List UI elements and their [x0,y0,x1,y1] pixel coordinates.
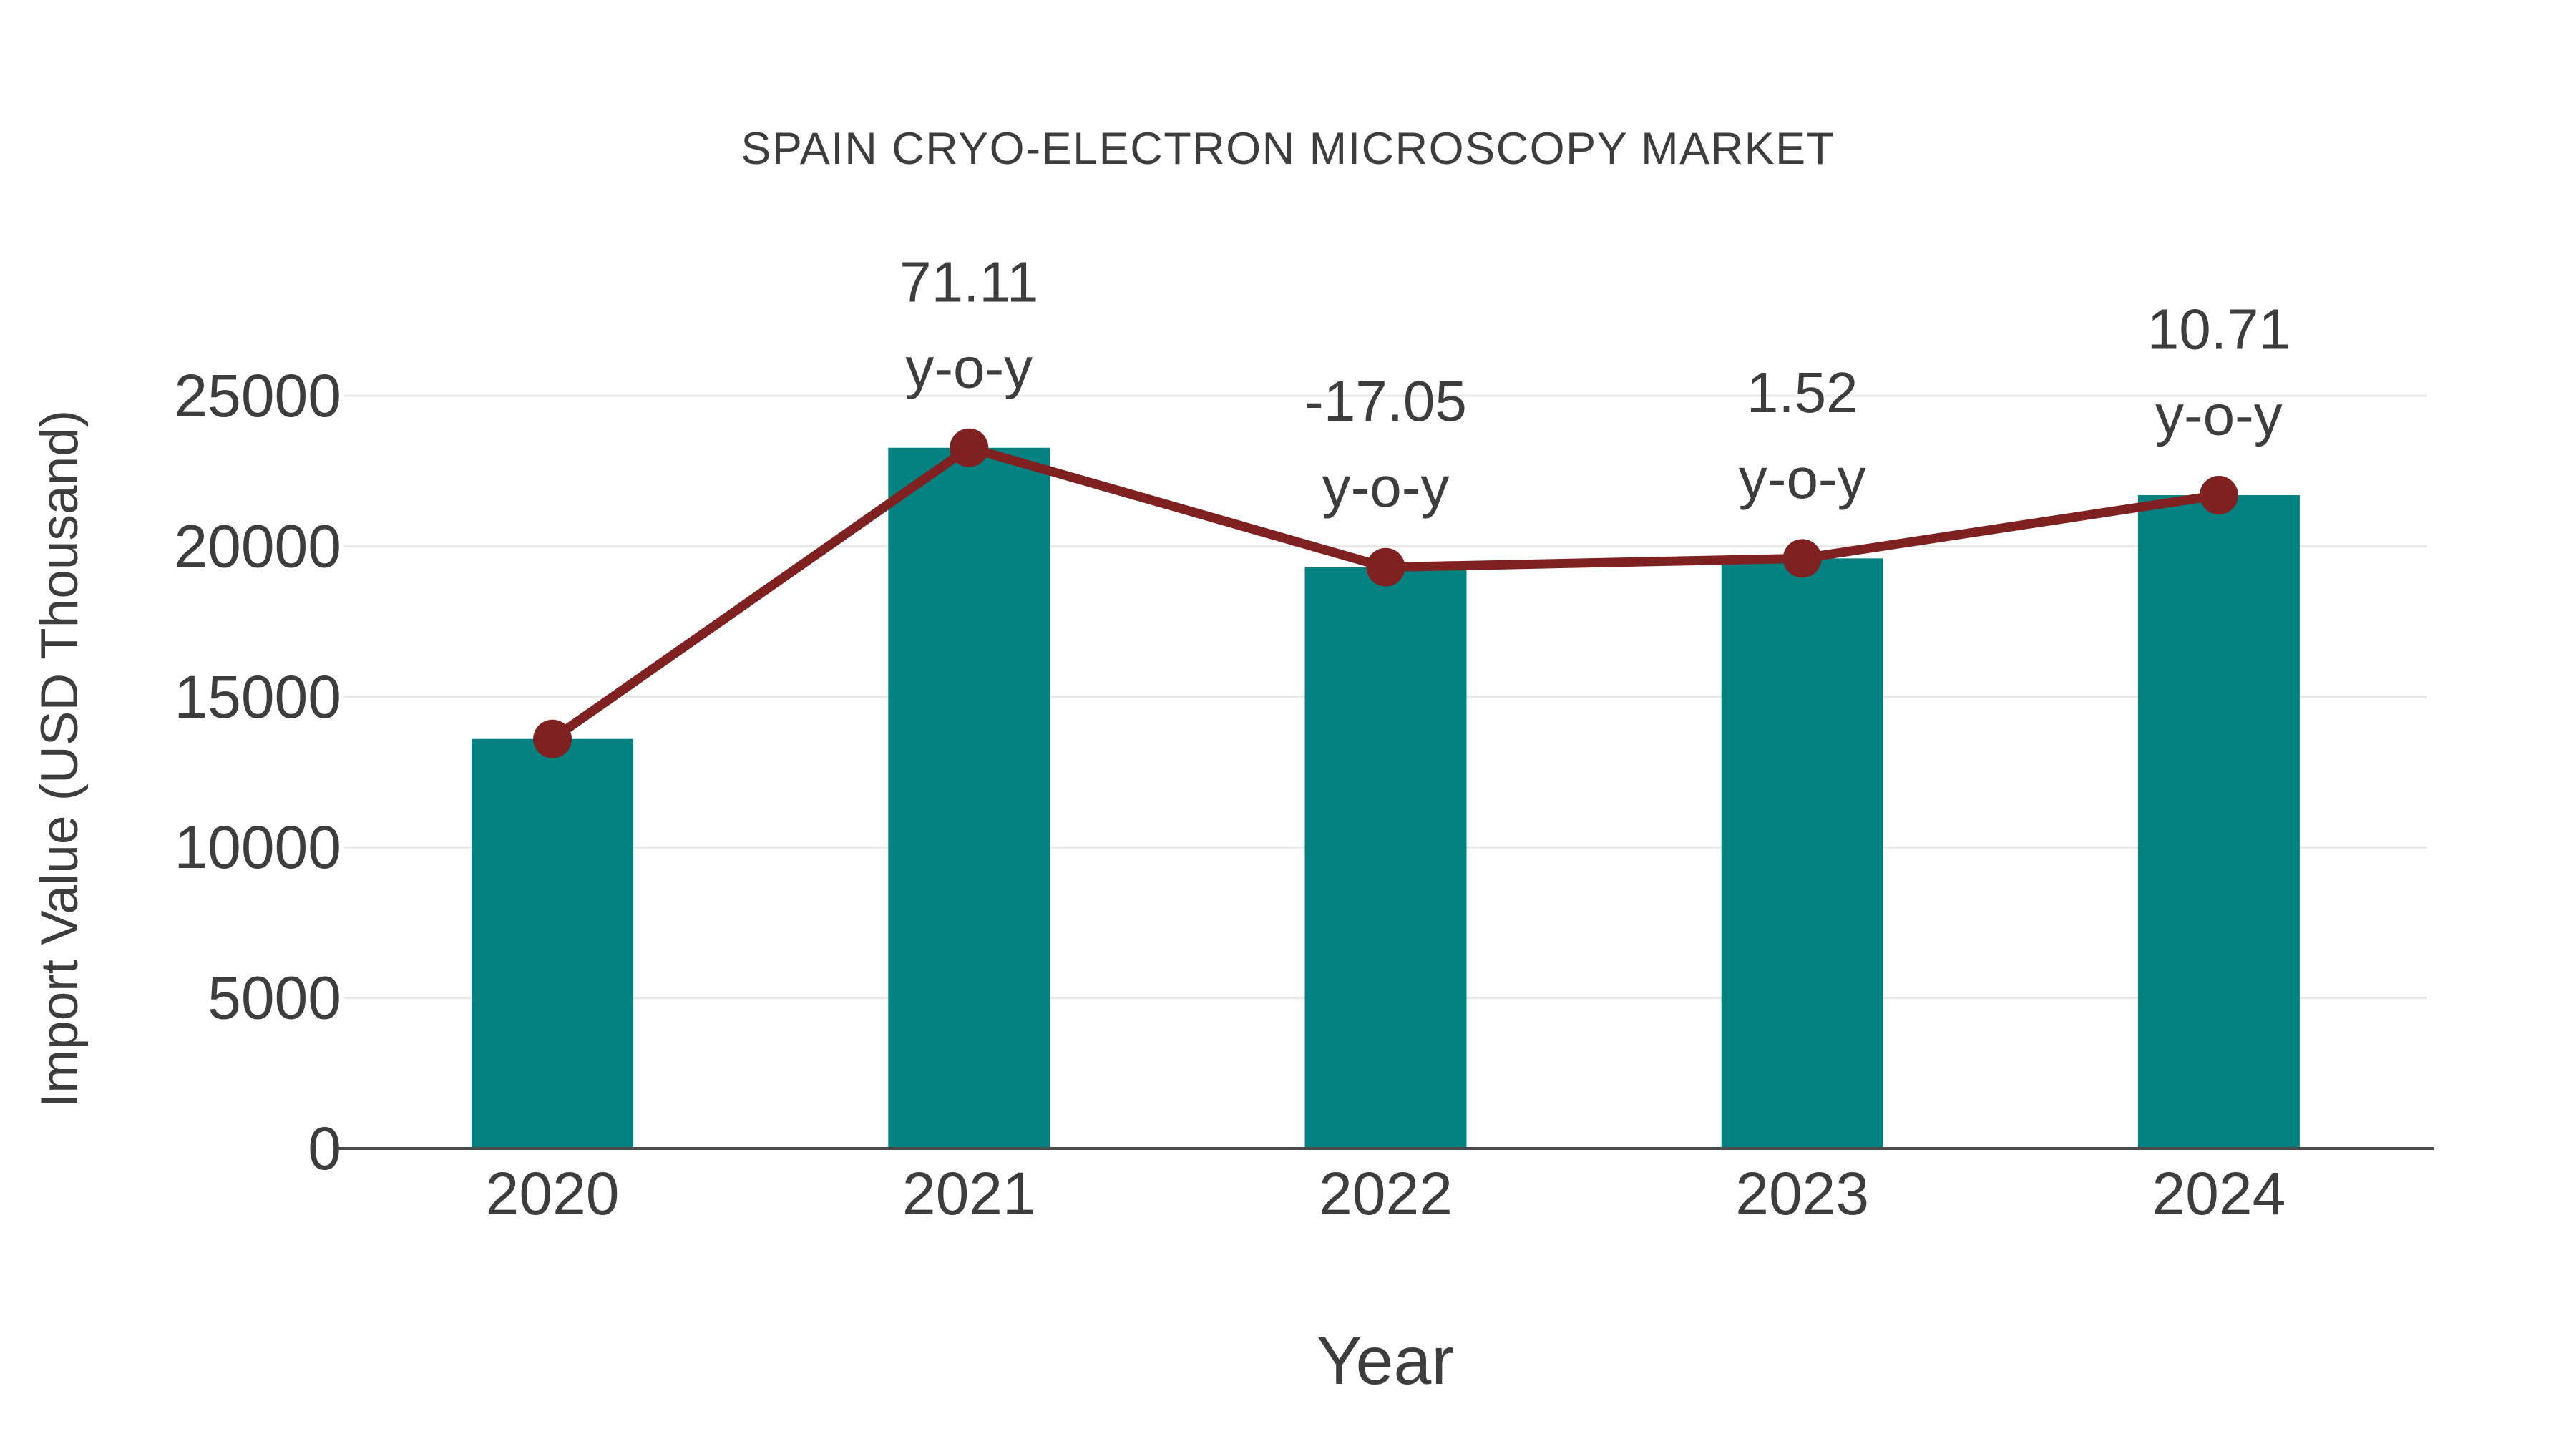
bar-2023 [1721,558,1883,1148]
y-tick-label-15000: 15000 [174,663,341,731]
bar-2022 [1304,567,1467,1148]
x-axis-title: Year [1317,1323,1454,1399]
marker-2024 [2199,476,2238,515]
yoy-value-2024: 10.71 [2147,298,2290,361]
bar-2020 [472,738,634,1148]
marker-2023 [1782,539,1822,578]
yoy-suffix-2021: y-o-y [905,336,1033,399]
x-tick-label-2022: 2022 [1319,1160,1453,1227]
chart-title: SPAIN CRYO-ELECTRON MICROSCOPY MARKET [741,124,1835,174]
marker-2022 [1366,547,1405,587]
bar-2024 [2137,495,2300,1148]
yoy-suffix-2022: y-o-y [1322,455,1450,519]
yoy-value-2023: 1.52 [1747,361,1858,424]
x-tick-label-2020: 2020 [486,1160,620,1227]
yoy-value-2022: -17.05 [1304,369,1467,433]
y-tick-label-0: 0 [308,1115,341,1182]
x-tick-label-2023: 2023 [1735,1160,1869,1227]
bar-2021 [888,447,1050,1148]
yoy-value-2021: 71.11 [899,250,1038,313]
x-tick-label-2024: 2024 [2152,1160,2285,1227]
marker-2020 [533,719,572,758]
yoy-suffix-2024: y-o-y [2155,384,2283,447]
yoy-suffix-2023: y-o-y [1739,447,1866,510]
y-tick-label-10000: 10000 [174,814,341,881]
y-tick-label-5000: 5000 [208,965,341,1032]
x-tick-label-2021: 2021 [902,1160,1036,1227]
marker-2021 [950,428,989,467]
y-tick-label-20000: 20000 [174,512,341,580]
y-tick-label-25000: 25000 [174,362,341,429]
